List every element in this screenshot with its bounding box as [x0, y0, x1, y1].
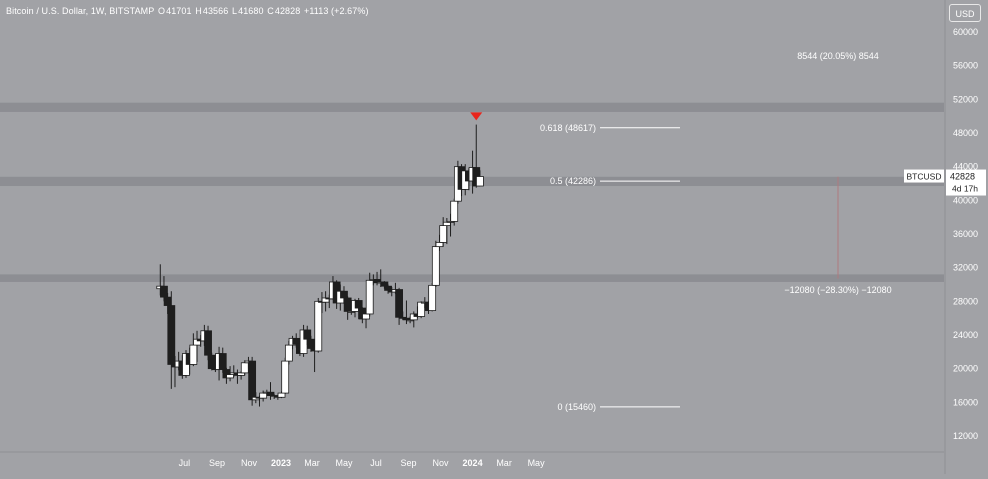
time-tick-label: Jul	[179, 458, 191, 468]
price-tick-label: 32000	[953, 263, 978, 273]
candle-body[interactable]	[189, 344, 198, 365]
candle-body[interactable]	[277, 392, 286, 398]
candle-body[interactable]	[163, 296, 172, 306]
time-tick-label: May	[335, 458, 353, 468]
candle-body[interactable]	[226, 374, 234, 379]
price-tick-label: 40000	[953, 195, 978, 205]
zone-resistance	[0, 102, 944, 112]
high-label: H	[195, 6, 202, 16]
candle-body[interactable]	[314, 300, 323, 352]
time-tick-label: Mar	[496, 458, 512, 468]
time-tick-label: Nov	[433, 458, 450, 468]
price-tick-label: 28000	[953, 296, 978, 306]
symbol-tag-label: BTCUSD	[907, 172, 942, 182]
time-tick-label: Mar	[304, 458, 320, 468]
time-tick-label: Sep	[401, 458, 417, 468]
close-value: 42828	[274, 6, 301, 16]
candle-body[interactable]	[292, 337, 301, 345]
candle-body[interactable]	[417, 301, 426, 317]
symbol-header: Bitcoin / U.S. Dollar, 1W, BITSTAMP O417…	[6, 6, 370, 16]
candle-body[interactable]	[207, 354, 216, 370]
sell-signal-arrow-icon	[470, 112, 483, 121]
candle-body[interactable]	[281, 360, 290, 394]
candle-body[interactable]	[167, 305, 176, 365]
candle-body[interactable]	[284, 344, 293, 362]
time-tick-label: 2023	[271, 458, 291, 468]
candle-body[interactable]	[450, 200, 459, 222]
measurement-down-label: −12080 (−28.30%) −12080	[784, 285, 891, 295]
candle-body[interactable]	[395, 289, 403, 318]
candle-body[interactable]	[435, 242, 444, 248]
change-value: +1113 (+2.67%)	[303, 6, 369, 16]
candle-body[interactable]	[218, 353, 227, 370]
price-tick-label: 36000	[953, 229, 978, 239]
candle-body[interactable]	[439, 225, 448, 243]
candle-body[interactable]	[428, 284, 437, 311]
price-tick-label: 12000	[953, 431, 978, 441]
price-tick-label: 52000	[953, 94, 978, 104]
time-tick-label: Jul	[370, 458, 382, 468]
candle-body[interactable]	[362, 313, 370, 320]
candle-body[interactable]	[380, 281, 389, 287]
bar-countdown: 4d 17h	[952, 184, 978, 194]
time-tick-label: May	[528, 458, 546, 468]
candle-body[interactable]	[340, 290, 348, 299]
price-tick-label: 16000	[953, 397, 978, 407]
candle-body[interactable]	[266, 391, 275, 397]
time-tick-label: 2024	[463, 458, 483, 468]
candle-body[interactable]	[476, 176, 484, 187]
candle-body[interactable]	[365, 279, 374, 315]
currency-button[interactable]: USD	[949, 4, 981, 22]
candle-body[interactable]	[259, 392, 268, 399]
price-tick-label: 48000	[953, 128, 978, 138]
candle-body[interactable]	[384, 285, 392, 291]
high-value: 43566	[202, 6, 229, 16]
last-price-value: 42828	[950, 172, 975, 182]
price-tick-label: 24000	[953, 330, 978, 340]
candle-body[interactable]	[160, 285, 168, 298]
time-tick-label: Nov	[241, 458, 258, 468]
price-tick-label: 60000	[953, 27, 978, 37]
close-label: C	[267, 6, 274, 16]
low-value: 41680	[238, 6, 264, 16]
zone-middle	[0, 176, 944, 187]
last-price-tag	[946, 169, 986, 196]
open-label: O	[157, 6, 166, 16]
candle-body[interactable]	[307, 338, 315, 349]
low-label: L	[231, 6, 238, 16]
fib-level-label: 0 (15460)	[557, 402, 596, 412]
fib-level-label: 0.618 (48617)	[540, 123, 596, 133]
candle-body[interactable]	[240, 362, 249, 374]
measurement-up-label: 8544 (20.05%) 8544	[797, 51, 879, 61]
zone-support	[0, 274, 944, 282]
symbol-title: Bitcoin / U.S. Dollar, 1W, BITSTAMP	[6, 6, 155, 16]
price-tick-label: 44000	[953, 162, 978, 172]
fib-level-label: 0.5 (42286)	[550, 176, 596, 186]
candle-body[interactable]	[248, 360, 257, 401]
candle-body[interactable]	[204, 330, 212, 356]
candle-body[interactable]	[343, 297, 352, 312]
candle-body[interactable]	[354, 300, 363, 309]
symbol-tag	[904, 169, 944, 183]
open-value: 41701	[166, 6, 192, 16]
time-tick-label: Sep	[209, 458, 225, 468]
price-tick-label: 20000	[953, 364, 978, 374]
candle-body[interactable]	[303, 329, 312, 340]
candle-body[interactable]	[431, 246, 440, 286]
price-tick-label: 56000	[953, 61, 978, 71]
